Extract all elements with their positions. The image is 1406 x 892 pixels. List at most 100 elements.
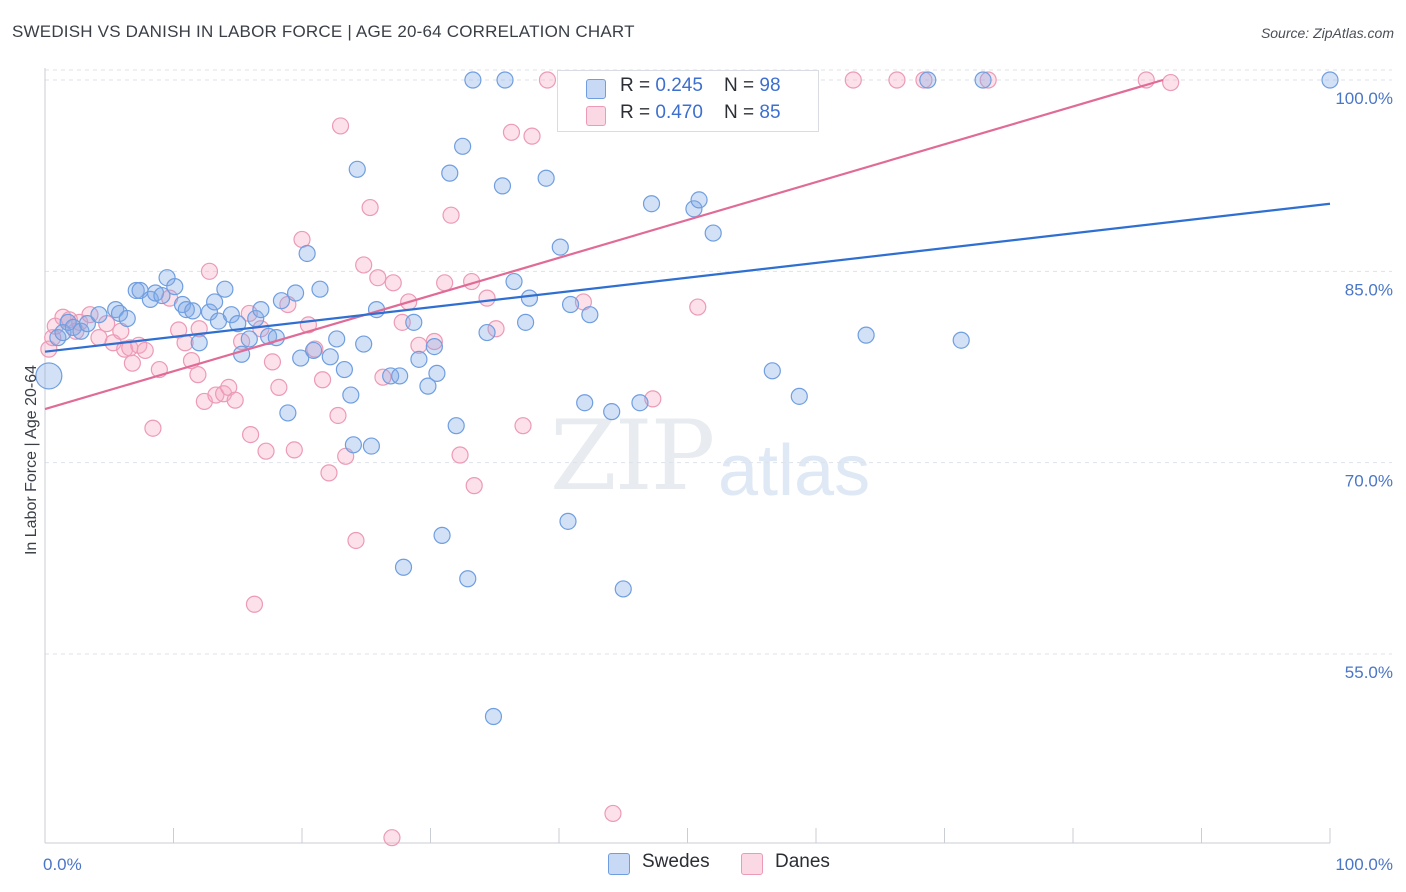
- swedes-point: [321, 348, 339, 366]
- swedes-point: [200, 303, 219, 321]
- swedes-point: [177, 301, 195, 319]
- danes-point: [383, 829, 401, 847]
- y-axis-label: In Labor Force | Age 20-64: [23, 365, 40, 555]
- danes-point: [245, 595, 264, 613]
- swedes-point: [704, 224, 722, 242]
- danes-point: [451, 446, 469, 464]
- swedes-point: [153, 286, 171, 305]
- danes-point: [263, 353, 282, 371]
- danes-point: [189, 366, 207, 384]
- swedes-point: [428, 364, 446, 382]
- correlation-legend: R = 0.245 N = 98 R = 0.470 N = 85: [557, 70, 819, 132]
- swedes-point: [216, 280, 234, 298]
- grid-lines: [45, 69, 1392, 655]
- danes-point: [502, 123, 521, 141]
- danes-point: [644, 390, 662, 408]
- swedes-point: [35, 362, 63, 390]
- swedes-point: [441, 164, 459, 182]
- legend-r-value-swedes: 0.245: [655, 75, 703, 96]
- swedes-legend-swatch: [608, 853, 630, 875]
- swedes-point: [790, 387, 808, 405]
- swedes-point: [328, 330, 346, 348]
- y-tick-label: 100.0%: [1335, 89, 1393, 108]
- danes-point: [361, 198, 379, 217]
- swedes-point: [304, 341, 323, 360]
- swedes-point: [391, 367, 409, 385]
- danes-point: [442, 206, 460, 224]
- swedes-point: [362, 437, 380, 455]
- danes-point: [436, 274, 454, 292]
- swedes-point: [184, 302, 202, 320]
- danes-point: [331, 117, 350, 135]
- swedes-point: [118, 309, 136, 328]
- legend-r-label: R =: [620, 102, 656, 123]
- swedes-point: [298, 244, 316, 263]
- y-tick-label: 55.0%: [1345, 663, 1393, 682]
- danes-point: [487, 320, 505, 338]
- swedes-point: [394, 558, 413, 576]
- swedes-point: [561, 295, 580, 314]
- swedes-point: [342, 386, 360, 404]
- danes-point: [285, 441, 303, 459]
- swedes-point: [286, 284, 305, 302]
- swedes-point: [279, 404, 297, 422]
- danes-point: [425, 332, 443, 351]
- danes-point: [689, 298, 707, 316]
- swedes-point: [857, 326, 875, 344]
- danes-point: [384, 274, 402, 292]
- swedes-point: [505, 272, 523, 291]
- swedes-point: [419, 377, 437, 395]
- y-tick-label: 85.0%: [1345, 280, 1393, 299]
- danes-point: [270, 378, 288, 397]
- swedes-point: [919, 71, 937, 89]
- danes-point: [538, 71, 557, 89]
- swedes-point: [614, 580, 632, 598]
- swedes-point: [952, 331, 970, 349]
- swedes-point: [405, 313, 423, 331]
- swedes-point: [425, 337, 443, 356]
- swedes-point: [576, 394, 594, 412]
- watermark-atlas: atlas: [718, 431, 871, 511]
- trend-lines: [44, 78, 1331, 411]
- swedes-point: [59, 313, 77, 331]
- danes-legend-label: Danes: [775, 851, 830, 872]
- danes-point: [514, 417, 532, 435]
- swedes-point: [222, 306, 240, 324]
- danes-point: [136, 341, 154, 360]
- swedes-point: [240, 330, 258, 348]
- danes-point: [465, 477, 483, 495]
- danes-point: [242, 426, 260, 444]
- swedes-trend-line: [44, 202, 1331, 353]
- danes-swatch: [586, 106, 606, 126]
- swedes-point: [496, 71, 514, 89]
- swedes-point: [78, 315, 97, 333]
- swedes-point: [433, 526, 451, 544]
- swedes-point: [410, 350, 428, 368]
- danes-point: [200, 262, 219, 280]
- swedes-point: [631, 394, 649, 412]
- swedes-point: [166, 278, 184, 296]
- swedes-point: [311, 280, 329, 298]
- swedes-legend-label: Swedes: [642, 851, 710, 872]
- swedes-point: [559, 512, 577, 530]
- swedes-point: [335, 360, 354, 379]
- danes-point: [257, 442, 275, 460]
- danes-point: [347, 531, 365, 550]
- x-tick-label: 0.0%: [43, 855, 82, 874]
- danes-point: [369, 269, 387, 287]
- swedes-point: [520, 289, 539, 307]
- swedes-point: [127, 281, 145, 300]
- swedes-point: [292, 349, 310, 367]
- legend-r-value-danes: 0.470: [655, 102, 703, 123]
- swedes-point: [90, 306, 108, 324]
- source-label: Source: ZipAtlas.com: [1260, 25, 1394, 41]
- swedes-point: [229, 315, 247, 333]
- danes-point: [1162, 73, 1180, 92]
- watermark-zip: ZIP: [550, 400, 715, 512]
- swedes-point: [344, 436, 362, 454]
- danes-point: [123, 354, 141, 372]
- danes-point: [355, 256, 373, 274]
- danes-point: [478, 289, 496, 307]
- swedes-point: [54, 323, 72, 342]
